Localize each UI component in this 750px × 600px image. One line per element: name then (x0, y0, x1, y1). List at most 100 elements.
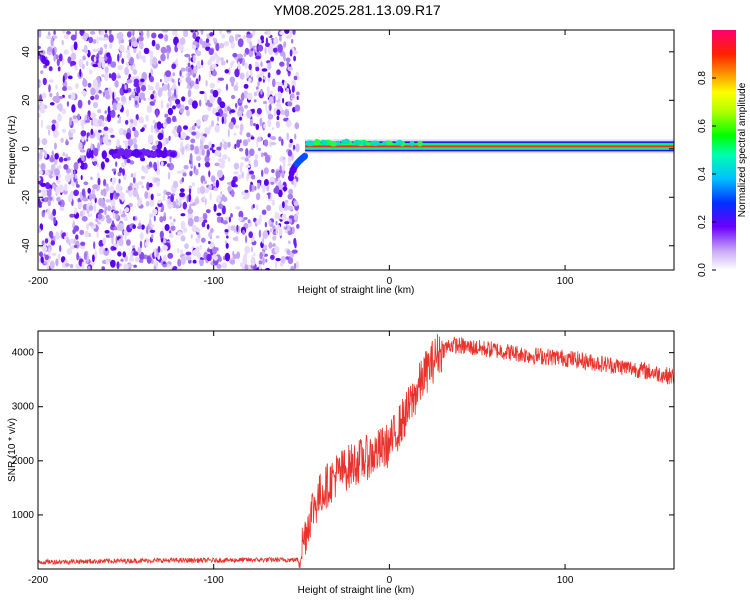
noise-speckle (44, 238, 49, 244)
noise-speckle (64, 183, 68, 192)
noise-speckle (222, 113, 228, 118)
x-tick-label: -100 (204, 276, 224, 287)
noise-speckle (160, 99, 164, 109)
noise-speckle (217, 158, 224, 163)
noise-speckle (218, 77, 224, 81)
y-tick-label: 20 (21, 94, 32, 106)
noise-speckle (98, 90, 102, 94)
noise-speckle (258, 260, 263, 265)
noise-speckle (154, 248, 157, 258)
noise-speckle (184, 105, 189, 111)
noise-speckle (38, 55, 41, 60)
noise-speckle (287, 101, 293, 107)
noise-speckle (219, 163, 225, 169)
noise-speckle (145, 200, 150, 207)
noise-speckle (92, 78, 98, 88)
noise-speckle (256, 89, 260, 94)
noise-speckle (189, 170, 193, 177)
noise-speckle (233, 132, 237, 136)
noise-speckle (146, 104, 153, 114)
noise-speckle (119, 208, 122, 215)
noise-speckle (140, 175, 146, 180)
noise-speckle (90, 112, 97, 119)
noise-speckle (296, 223, 300, 229)
noise-speckle (66, 30, 71, 35)
noise-speckle (155, 181, 161, 187)
noise-speckle (284, 199, 289, 204)
noise-speckle (273, 187, 280, 194)
noise-speckle (141, 127, 145, 132)
noise-speckle (208, 170, 211, 178)
noise-speckle (244, 245, 251, 254)
noise-speckle (188, 56, 191, 62)
noise-speckle (133, 118, 138, 127)
noise-speckle (69, 117, 73, 123)
noise-speckle (199, 245, 202, 250)
noise-speckle (88, 222, 94, 227)
noise-speckle (75, 234, 79, 240)
noise-speckle (163, 123, 167, 129)
spectrogram-x-label: Height of straight line (km) (298, 285, 415, 296)
noise-speckle (142, 166, 148, 173)
noise-speckle (214, 247, 219, 252)
noise-speckle (87, 82, 92, 88)
noise-speckle (250, 136, 255, 140)
noise-speckle (116, 183, 122, 193)
noise-speckle (168, 204, 174, 209)
noise-speckle (180, 255, 186, 265)
noise-speckle (221, 33, 226, 39)
noise-speckle (73, 244, 78, 248)
noise-speckle (293, 200, 299, 207)
noise-speckle (295, 143, 300, 152)
noise-speckle (254, 154, 259, 160)
noise-speckle (268, 241, 273, 249)
noise-speckle (210, 120, 215, 127)
noise-speckle (63, 164, 69, 170)
noise-speckle (212, 70, 217, 77)
noise-speckle (192, 259, 197, 264)
noise-speckle (57, 113, 62, 122)
noise-speckle (162, 161, 167, 165)
noise-speckle (172, 105, 176, 110)
noise-speckle (181, 177, 185, 183)
noise-speckle (116, 139, 121, 148)
noise-speckle (63, 157, 68, 162)
noise-speckle (186, 195, 189, 203)
noise-speckle (98, 129, 102, 133)
noise-speckle (283, 41, 287, 48)
noise-speckle (160, 46, 167, 54)
noise-speckle (272, 235, 277, 241)
noise-speckle (196, 50, 202, 57)
noise-speckle (38, 30, 42, 38)
noise-speckle (81, 216, 88, 222)
noise-region (38, 30, 301, 270)
noise-speckle (104, 230, 110, 234)
noise-speckle (228, 67, 231, 76)
noise-speckle (203, 188, 210, 194)
noise-speckle (77, 99, 83, 109)
noise-speckle (244, 157, 249, 162)
noise-speckle (245, 164, 251, 168)
noise-speckle (259, 117, 263, 127)
noise-speckle (263, 76, 267, 80)
noise-speckle (267, 30, 271, 37)
noise-speckle (246, 109, 252, 119)
noise-speckle (88, 36, 94, 44)
noise-speckle (258, 77, 262, 82)
noise-speckle (93, 161, 97, 166)
noise-speckle (168, 230, 172, 234)
noise-speckle (146, 30, 150, 39)
noise-speckle (115, 212, 119, 220)
noise-speckle (38, 45, 41, 50)
noise-speckle (108, 73, 112, 79)
noise-speckle (96, 133, 100, 141)
noise-speckle (263, 167, 269, 175)
noise-speckle (175, 58, 178, 65)
noise-speckle (208, 125, 212, 130)
colorbar: 0.0 0.2 0.4 0.6 0.8 Normalized spectral ampl… (697, 30, 748, 277)
noise-speckle (128, 190, 133, 198)
noise-speckle (81, 261, 85, 270)
noise-speckle (137, 247, 142, 255)
noise-speckle (278, 136, 282, 142)
colorbar-label: Normalized spectral amplitude (737, 82, 748, 217)
